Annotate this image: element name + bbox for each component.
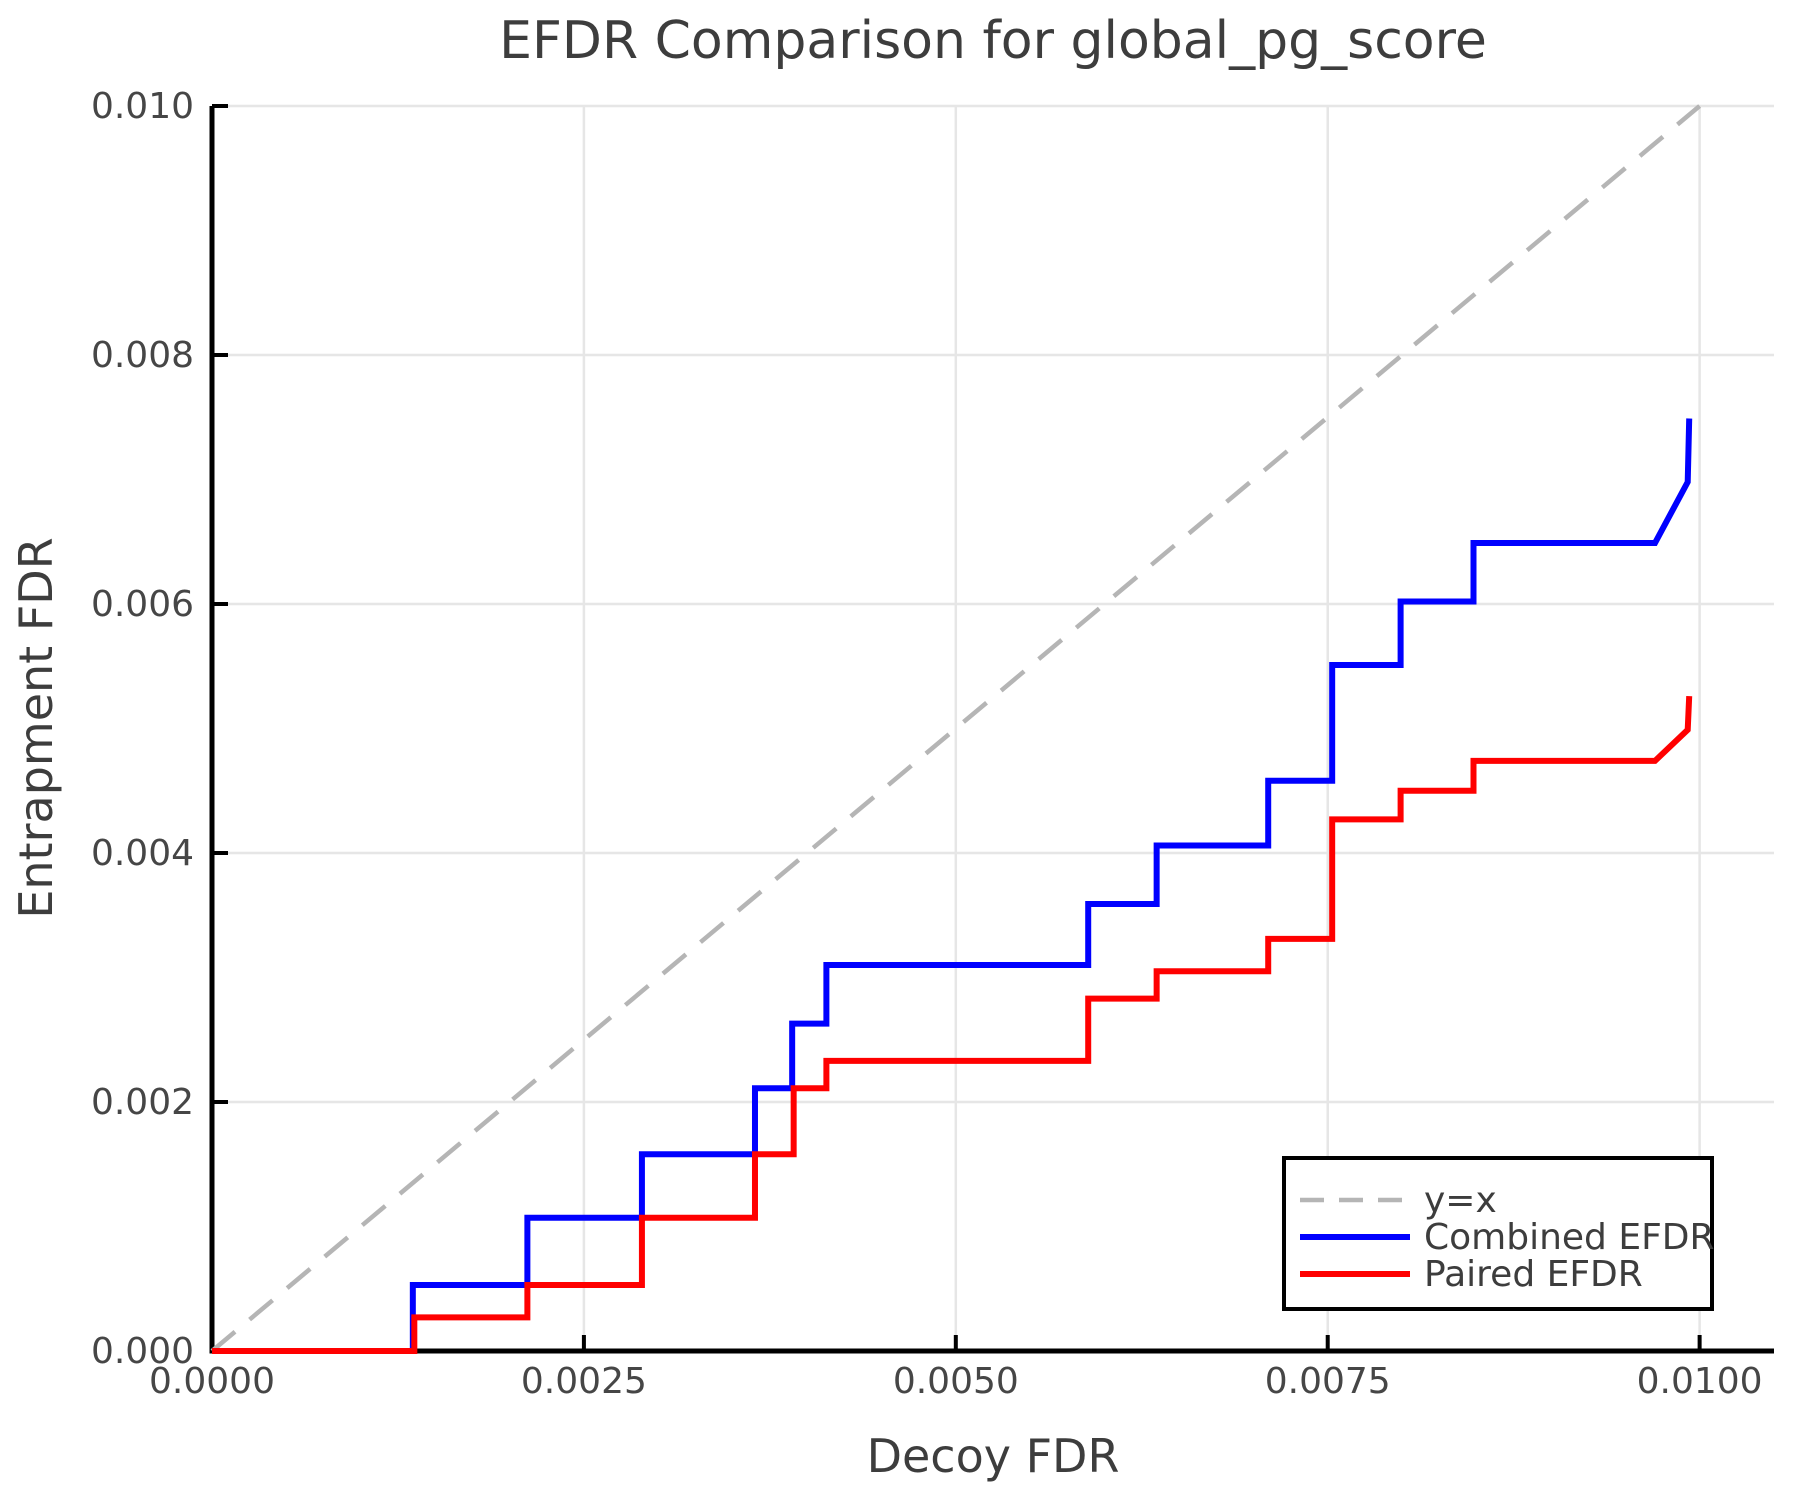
plot-area [212, 106, 1774, 1351]
y-axis-label: Entrapment FDR [9, 537, 63, 918]
x-tick-label: 0.0100 [1637, 1361, 1763, 1402]
legend-label-combined-efdr: Combined EFDR [1424, 1217, 1715, 1258]
y-tick-label: 0.004 [91, 833, 194, 874]
legend-label-yx: y=x [1424, 1180, 1497, 1221]
legend: y=x Combined EFDR Paired EFDR [1282, 1156, 1715, 1311]
x-tick-label: 0.0075 [1265, 1361, 1391, 1402]
series-y-x [210, 104, 1702, 1353]
x-tick-label: 0.0025 [521, 1361, 647, 1402]
series-paired-efdr [212, 695, 1693, 1354]
x-axis-label: Decoy FDR [867, 1429, 1120, 1483]
x-tick-label: 0.0000 [149, 1361, 275, 1402]
chart-title: EFDR Comparison for global_pg_score [499, 11, 1487, 71]
x-tick-label: 0.0050 [893, 1361, 1019, 1402]
y-tick-label: 0.002 [91, 1082, 194, 1123]
y-tick-label: 0.000 [91, 1331, 194, 1372]
legend-box [1282, 1156, 1714, 1311]
legend-label-paired-efdr: Paired EFDR [1424, 1254, 1643, 1295]
y-tick-label: 0.008 [91, 335, 194, 376]
series-group [210, 104, 1702, 1354]
series-combined-efdr [212, 418, 1693, 1354]
y-tick-label: 0.006 [91, 584, 194, 625]
gridlines-group [212, 104, 1774, 1351]
tick-labels-group: 0.0000 0.0025 0.0050 0.0075 0.0100 0.000 0.002… [91, 86, 1763, 1402]
ticks-group [210, 104, 1702, 1353]
y-tick-label: 0.010 [91, 86, 194, 127]
